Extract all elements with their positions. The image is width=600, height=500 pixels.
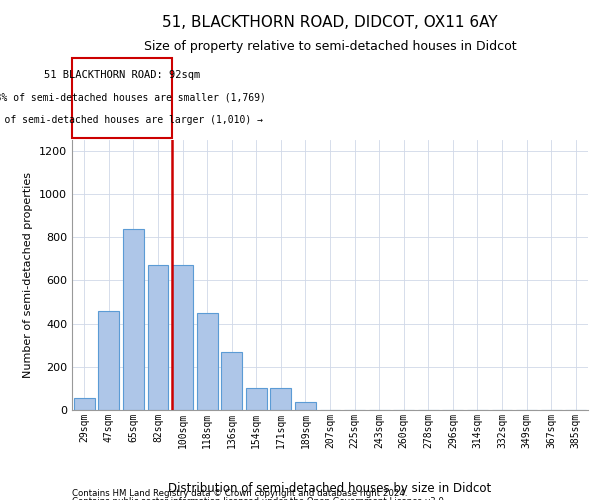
Y-axis label: Number of semi-detached properties: Number of semi-detached properties (23, 172, 34, 378)
Text: Contains public sector information licensed under the Open Government Licence v3: Contains public sector information licen… (72, 497, 446, 500)
Text: 51 BLACKTHORN ROAD: 92sqm: 51 BLACKTHORN ROAD: 92sqm (44, 70, 200, 80)
Bar (74, 398, 95, 410)
Text: Size of property relative to semi-detached houses in Didcot: Size of property relative to semi-detach… (143, 40, 517, 53)
Bar (246, 388, 267, 410)
Bar (197, 313, 218, 410)
Bar (295, 402, 316, 410)
Bar (172, 266, 193, 410)
Text: ← 63% of semi-detached houses are smaller (1,769): ← 63% of semi-detached houses are smalle… (0, 92, 266, 102)
Bar (221, 352, 242, 410)
Bar (148, 266, 169, 410)
Text: Contains HM Land Registry data © Crown copyright and database right 2024.: Contains HM Land Registry data © Crown c… (72, 488, 407, 498)
Bar (98, 310, 119, 410)
Bar (123, 228, 144, 410)
Text: 36% of semi-detached houses are larger (1,010) →: 36% of semi-detached houses are larger (… (0, 115, 263, 125)
Bar (271, 388, 292, 410)
Text: 51, BLACKTHORN ROAD, DIDCOT, OX11 6AY: 51, BLACKTHORN ROAD, DIDCOT, OX11 6AY (162, 15, 498, 30)
Text: Distribution of semi-detached houses by size in Didcot: Distribution of semi-detached houses by … (169, 482, 491, 495)
